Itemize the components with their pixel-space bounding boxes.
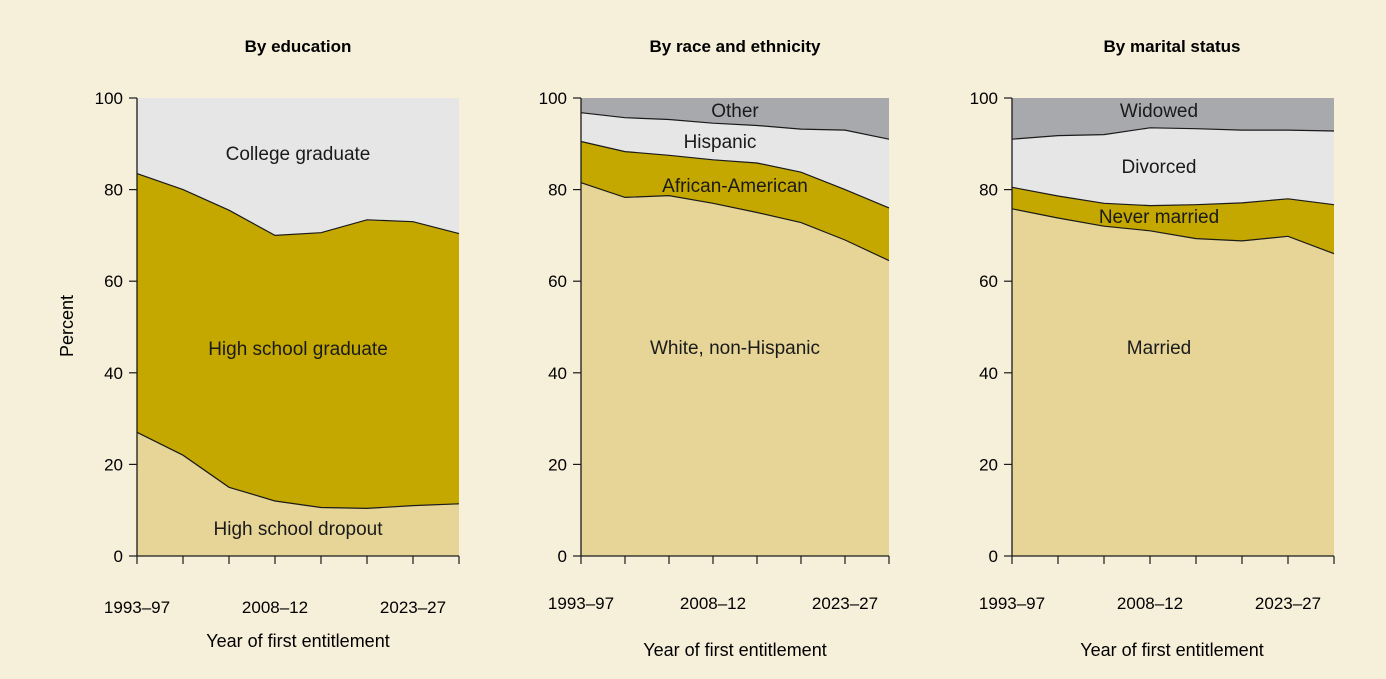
x-tick-label: 2023–27 xyxy=(380,598,446,617)
series-boundary-line xyxy=(1011,186,1335,207)
y-tick-label: 60 xyxy=(548,272,567,291)
x-tick-label: 2023–27 xyxy=(1255,594,1321,613)
x-tick-label: 2008–12 xyxy=(680,594,746,613)
area-college-graduate xyxy=(137,98,459,236)
y-tick-label: 80 xyxy=(979,181,998,200)
panel-title: By marital status xyxy=(1104,37,1241,56)
series-label: African-American xyxy=(662,176,808,197)
area-high-school-graduate xyxy=(137,173,459,509)
series-label: Hispanic xyxy=(684,132,757,153)
series-boundary-line xyxy=(580,140,890,209)
x-tick-label: 1993–97 xyxy=(979,594,1045,613)
series-label: High school graduate xyxy=(208,339,388,360)
series-label: Married xyxy=(1127,338,1191,359)
area-high-school-dropout xyxy=(137,432,459,556)
series-boundary-line xyxy=(136,173,460,237)
series-label: High school dropout xyxy=(214,519,384,540)
area-married xyxy=(1012,208,1334,557)
series-boundary-line xyxy=(580,182,890,262)
panel-marital-status: By marital status 0 20 40 60 80 100 1993–97 200… xyxy=(970,37,1335,660)
series-boundary-line xyxy=(580,112,890,140)
y-tick-label: 20 xyxy=(104,455,123,474)
x-tick-label: 2008–12 xyxy=(1117,594,1183,613)
y-tick-label: 100 xyxy=(970,89,998,108)
panel-title: By race and ethnicity xyxy=(649,37,821,56)
y-tick-label: 0 xyxy=(558,547,567,566)
y-tick-label: 80 xyxy=(104,181,123,200)
x-axis-title: Year of first entitlement xyxy=(206,631,389,651)
panel-education: By education Percent 0 20 40 60 80 100 1993–97… xyxy=(57,37,460,651)
y-tick-label: 60 xyxy=(979,272,998,291)
area-white-non-hispanic xyxy=(581,182,889,556)
area-african-american xyxy=(581,141,889,261)
x-tick-label: 1993–97 xyxy=(104,598,170,617)
y-tick-label: 40 xyxy=(548,364,567,383)
area-never-married xyxy=(1012,187,1334,254)
area-widowed xyxy=(1012,98,1334,140)
y-tick-label: 0 xyxy=(114,547,123,566)
panel-title: By education xyxy=(245,37,352,56)
area-divorced xyxy=(1012,127,1334,206)
y-tick-label: 100 xyxy=(539,89,567,108)
x-tick-label: 1993–97 xyxy=(548,594,614,613)
series-label: Divorced xyxy=(1122,157,1197,178)
series-boundary-line xyxy=(1011,127,1335,140)
plot-area: 0 20 40 60 80 100 1993–97 2008–12 2023–27 High sc… xyxy=(95,89,460,617)
y-tick-label: 20 xyxy=(548,455,567,474)
area-hispanic xyxy=(581,112,889,208)
y-tick-label: 100 xyxy=(95,89,123,108)
series-label: Widowed xyxy=(1120,101,1198,122)
y-axis-title: Percent xyxy=(57,295,77,357)
y-tick-label: 60 xyxy=(104,272,123,291)
plot-area: 0 20 40 60 80 100 1993–97 2008–12 2023–27 Married… xyxy=(970,89,1335,613)
series-label: College graduate xyxy=(226,144,371,165)
series-boundary-line xyxy=(1011,208,1335,255)
x-axis-title: Year of first entitlement xyxy=(1080,640,1263,660)
y-tick-label: 20 xyxy=(979,455,998,474)
series-label: White, non-Hispanic xyxy=(650,338,820,359)
panel-race-ethnicity: By race and ethnicity 0 20 40 60 80 100 1993–9… xyxy=(539,37,890,660)
series-label: Never married xyxy=(1099,207,1219,228)
x-tick-label: 2023–27 xyxy=(812,594,878,613)
y-tick-label: 0 xyxy=(989,547,998,566)
y-tick-label: 80 xyxy=(548,181,567,200)
x-axis-title: Year of first entitlement xyxy=(643,640,826,660)
series-label: Other xyxy=(711,101,759,122)
y-tick-label: 40 xyxy=(104,364,123,383)
plot-area: 0 20 40 60 80 100 1993–97 2008–12 2023–27 White, … xyxy=(539,89,890,613)
series-boundary-line xyxy=(136,431,460,510)
y-tick-label: 40 xyxy=(979,364,998,383)
x-tick-label: 2008–12 xyxy=(242,598,308,617)
